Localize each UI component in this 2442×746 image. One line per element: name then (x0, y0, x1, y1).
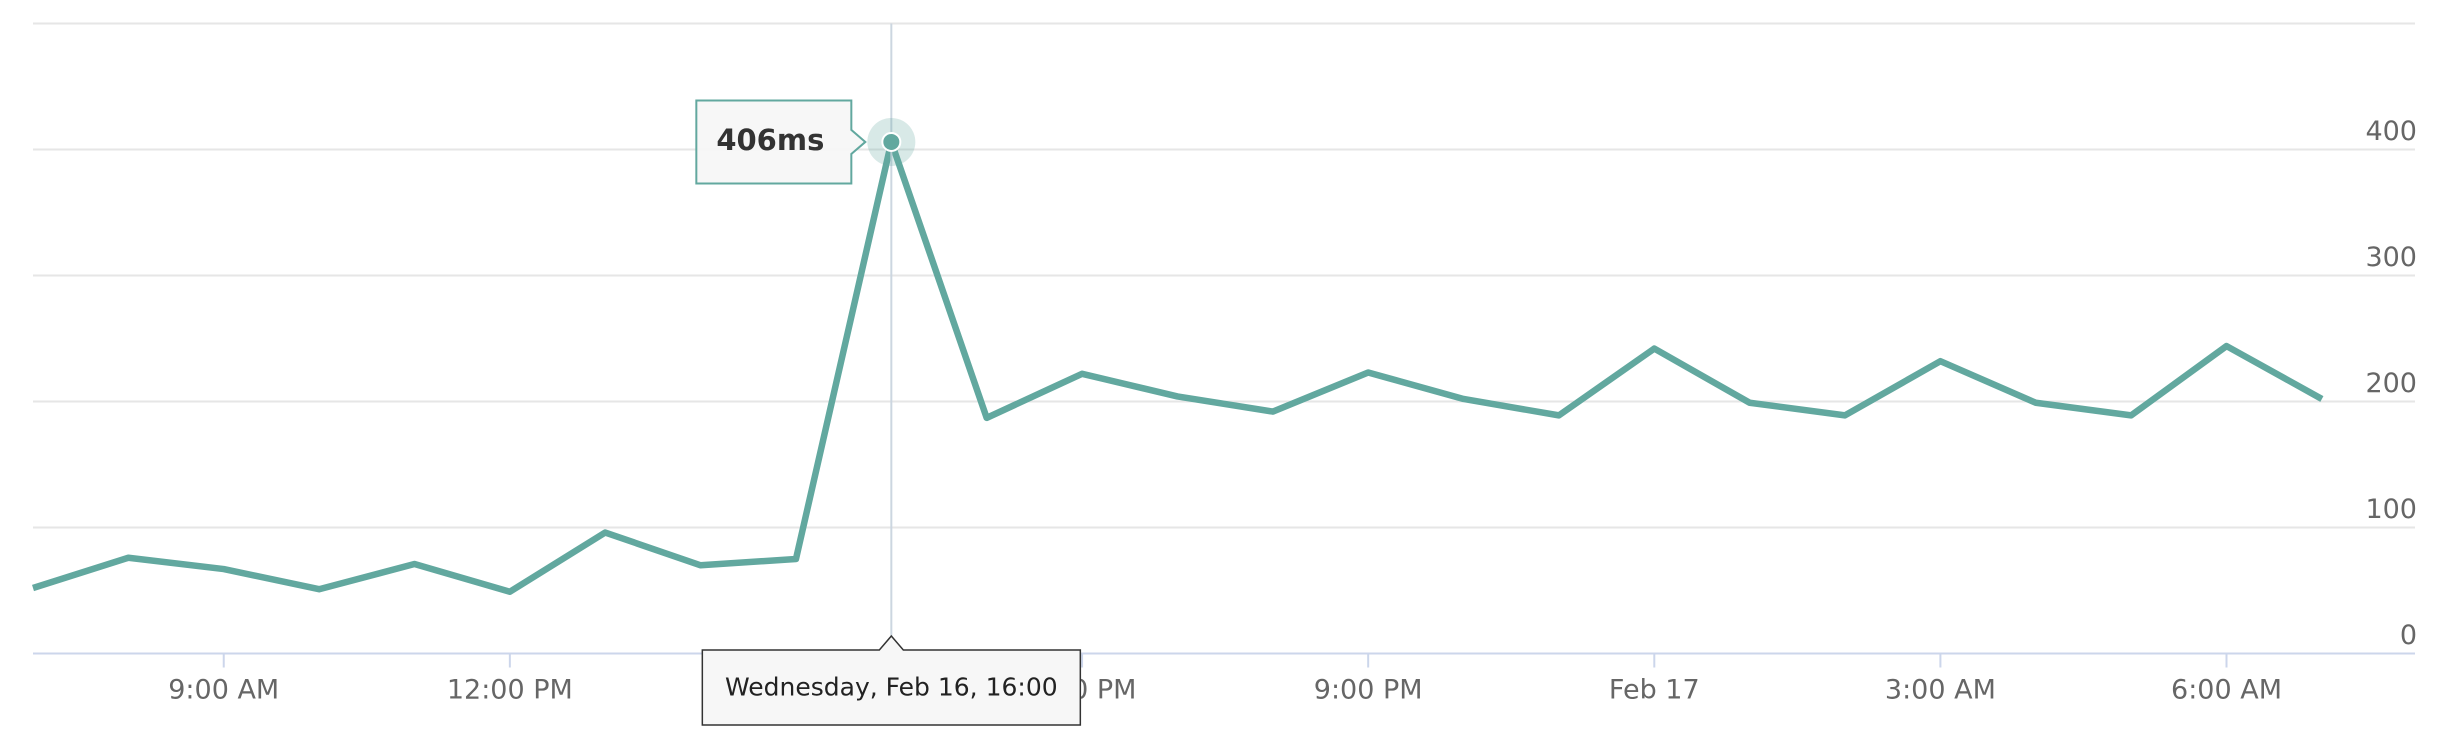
date-tooltip-text: Wednesday, Feb 16, 16:00 (725, 673, 1058, 702)
y-tick-label: 200 (2365, 368, 2417, 399)
value-tooltip-text: 406ms (716, 123, 824, 157)
x-tick-label: 6:00 AM (2171, 675, 2282, 706)
y-tick-label: 100 (2365, 494, 2417, 525)
x-tick-label: 9:00 PM (1314, 675, 1423, 706)
x-tick-label: Feb 17 (1609, 675, 1700, 706)
x-tick-label: 3:00 AM (1885, 675, 1996, 706)
hover-point (881, 131, 902, 152)
y-tick-label: 400 (2365, 116, 2417, 147)
x-tick-label: 9:00 AM (168, 675, 279, 706)
y-tick-label: 0 (2400, 620, 2417, 651)
data-line (32, 138, 2324, 596)
x-tick-label: 12:00 PM (447, 675, 573, 706)
value-tooltip (695, 99, 867, 185)
y-tick-label: 300 (2365, 242, 2417, 273)
date-tooltip (701, 634, 1082, 726)
